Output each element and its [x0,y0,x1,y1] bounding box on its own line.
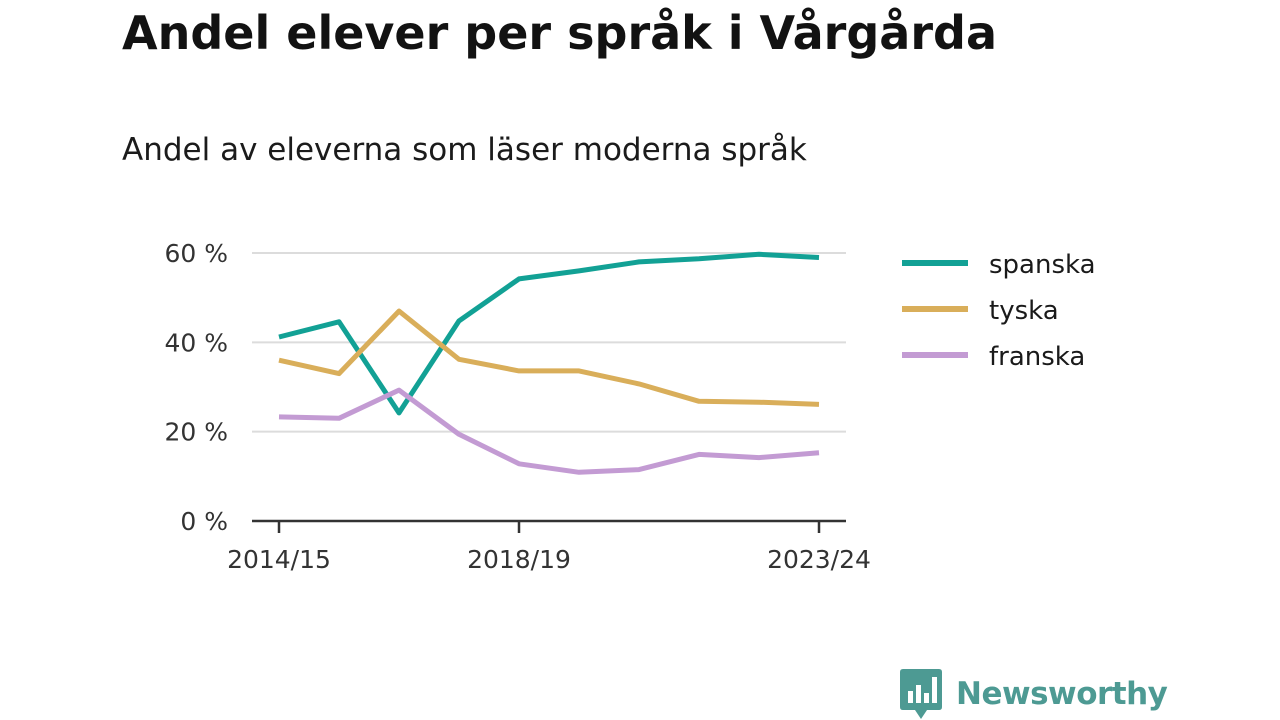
y-tick-label: 40 % [164,328,228,357]
x-tick-label: 2023/24 [767,545,871,574]
series-line-tyska [278,308,820,407]
gridlines: 0 % 20 % 40 % 60 % [164,239,846,536]
legend: spanska tyska franska [902,250,1096,372]
logo-text: Newsworthy [956,676,1168,712]
series-line-spanska [278,251,820,416]
x-axis: 2014/15 2018/19 2023/24 [227,519,871,574]
chart-subtitle: Andel av eleverna som läser moderna språ… [122,132,807,168]
legend-label-spanska: spanska [989,250,1096,280]
newsworthy-logo: Newsworthy [900,668,1168,720]
x-tick-label: 2018/19 [467,545,571,574]
legend-label-franska: franska [989,342,1085,372]
legend-label-tyska: tyska [989,296,1059,326]
y-tick-label: 60 % [164,239,228,268]
chart-title: Andel elever per språk i Vårgårda [122,6,997,60]
x-tick-label: 2014/15 [227,545,331,574]
y-tick-label: 0 % [180,507,228,536]
series-line-franska [278,387,820,475]
bar-chart-icon [900,669,942,719]
series-lines [278,251,820,475]
y-tick-label: 20 % [164,418,228,447]
